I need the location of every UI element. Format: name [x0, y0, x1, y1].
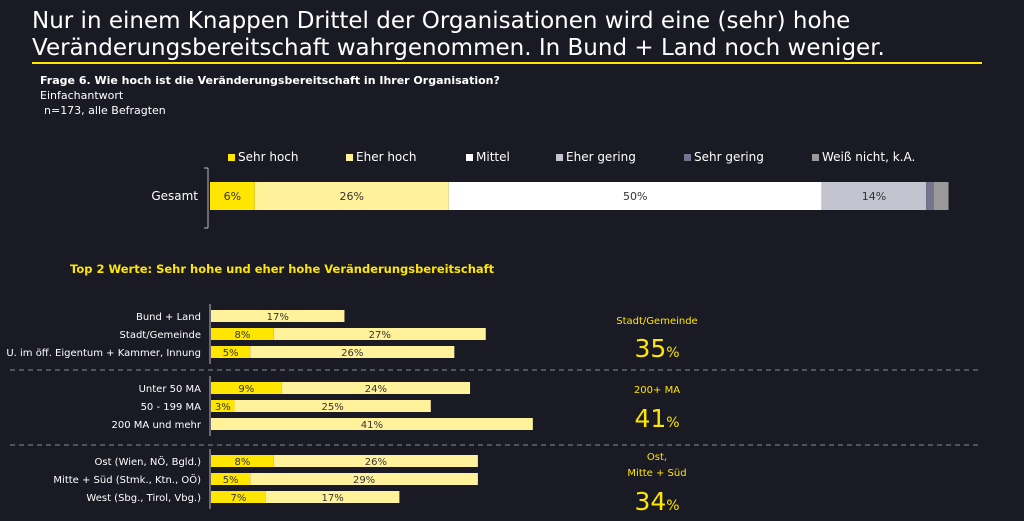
bar-eher-hoch-bund-land	[211, 310, 345, 322]
category-label-stadt-gemeinde: Stadt/Gemeinde	[120, 330, 201, 341]
category-label-west-sbg-tirol-vbg: West (Sbg., Tirol, Vbg.)	[86, 493, 201, 504]
legend-swatch	[228, 153, 235, 161]
category-label-mitte-s-d-stmk-ktn-o: Mitte + Süd (Stmk., Ktn., OÖ)	[53, 473, 201, 486]
data-label-sehr-hoch-u-im-ff-eigentum-kammer-innung: 5%	[223, 348, 239, 359]
slide-title: Nur in einem Knappen Drittel der Organis…	[32, 8, 885, 61]
kpi-value: 34%	[634, 487, 680, 516]
category-label-ost-wien-n-bgld: Ost (Wien, NÖ, Bgld.)	[95, 455, 202, 468]
top2-subheading: Top 2 Werte: Sehr hohe und eher hohe Ver…	[70, 262, 495, 276]
legend-swatch	[684, 153, 691, 161]
legend-label: Eher hoch	[356, 150, 417, 164]
kpi-label: 200+ MA	[633, 385, 681, 396]
data-label-eher-hoch-bund-land: 17%	[267, 312, 289, 323]
bar-segment-eher-gering	[821, 182, 927, 210]
bar-segment-sehr-gering	[926, 182, 934, 210]
legend-swatch	[812, 153, 819, 161]
legend-label: Eher gering	[566, 150, 636, 164]
bar-eher-hoch-stadt-gemeinde	[273, 328, 486, 340]
data-label-sehr-hoch-unter-50-ma: 9%	[238, 384, 254, 395]
kpi-unit: %	[666, 498, 680, 514]
bar-sehr-hoch-unter-50-ma	[211, 382, 282, 394]
kpi-label: Ost, Mitte + Süd	[627, 452, 687, 479]
legend-label: Sehr hoch	[238, 150, 299, 164]
bar-eher-hoch-200-ma-und-mehr	[211, 418, 533, 430]
data-label-eher-hoch-50-199-ma: 25%	[322, 402, 344, 413]
data-label-sehr-hoch: 6%	[224, 190, 241, 203]
legend-item-eher-hoch: Eher hoch	[346, 150, 416, 164]
title-underline	[32, 62, 982, 64]
legend-item-mittel: Mittel	[466, 150, 510, 164]
sample-size: n=173, alle Befragten	[44, 104, 166, 117]
data-label-eher-hoch-u-im-ff-eigentum-kammer-innung: 26%	[341, 348, 363, 359]
bar-sehr-hoch-u-im-ff-eigentum-kammer-innung	[211, 346, 251, 358]
bar-segment-eher-hoch	[254, 182, 449, 210]
legend-label: Weiß nicht, k.A.	[822, 150, 916, 164]
data-label-eher-gering: 14%	[862, 190, 886, 203]
legend-item-eher-gering: Eher gering	[556, 150, 636, 164]
data-label-eher-hoch-200-ma-und-mehr: 41%	[361, 420, 383, 431]
legend-item-wei-nicht-k-a: Weiß nicht, k.A.	[812, 150, 915, 164]
bar-sehr-hoch-stadt-gemeinde	[211, 328, 274, 340]
category-label-bund-land: Bund + Land	[136, 312, 201, 323]
data-label-sehr-hoch-stadt-gemeinde: 8%	[234, 330, 250, 341]
data-label-eher-hoch-stadt-gemeinde: 27%	[369, 330, 391, 341]
data-label-sehr-hoch-ost-wien-n-bgld: 8%	[234, 457, 250, 468]
legend-label: Mittel	[476, 150, 510, 164]
bar-sehr-hoch-west-sbg-tirol-vbg	[211, 491, 266, 503]
question-text: Frage 6. Wie hoch ist die Veränderungsbe…	[40, 74, 500, 87]
legend-swatch	[466, 153, 473, 161]
question-type: Einfachantwort	[40, 89, 124, 102]
legend-swatch	[556, 153, 563, 161]
bar-eher-hoch-mitte-s-d-stmk-ktn-o	[250, 473, 478, 485]
category-label-gesamt: Gesamt	[151, 189, 198, 203]
data-label-eher-hoch-mitte-s-d-stmk-ktn-o: 29%	[353, 475, 375, 486]
bar-eher-hoch-unter-50-ma	[281, 382, 471, 394]
kpi-unit: %	[666, 345, 680, 361]
data-label-eher-hoch-ost-wien-n-bgld: 26%	[365, 457, 387, 468]
bar-eher-hoch-west-sbg-tirol-vbg	[265, 491, 400, 503]
data-label-eher-hoch-unter-50-ma: 24%	[365, 384, 387, 395]
bar-eher-hoch-u-im-ff-eigentum-kammer-innung	[250, 346, 455, 358]
bar-eher-hoch-50-199-ma	[234, 400, 431, 412]
legend-label: Sehr gering	[694, 150, 764, 164]
category-label-u-im-ff-eigentum-kammer-innung: U. im öff. Eigentum + Kammer, Innung	[6, 348, 201, 359]
kpi-unit: %	[666, 415, 680, 431]
bar-segment-sehr-hoch	[210, 182, 255, 210]
bar-sehr-hoch-mitte-s-d-stmk-ktn-o	[211, 473, 251, 485]
category-label-50-199-ma: 50 - 199 MA	[141, 402, 202, 413]
data-label-sehr-hoch-west-sbg-tirol-vbg: 7%	[231, 493, 247, 504]
data-label-eher-hoch-west-sbg-tirol-vbg: 17%	[322, 493, 344, 504]
data-label-sehr-hoch-mitte-s-d-stmk-ktn-o: 5%	[223, 475, 239, 486]
category-label-unter-50-ma: Unter 50 MA	[139, 384, 202, 395]
bar-segment-mittel	[448, 182, 822, 210]
data-label-eher-hoch: 26%	[340, 190, 364, 203]
legend-swatch	[346, 153, 353, 161]
legend-item-sehr-gering: Sehr gering	[684, 150, 764, 164]
kpi-value: 41%	[634, 404, 680, 433]
bar-eher-hoch-ost-wien-n-bgld	[273, 455, 478, 467]
bar-sehr-hoch-ost-wien-n-bgld	[211, 455, 274, 467]
bar-sehr-hoch-50-199-ma	[211, 400, 235, 412]
legend-item-sehr-hoch: Sehr hoch	[228, 150, 299, 164]
bar-segment-wei-nicht-k-a	[933, 182, 949, 210]
category-label-200-ma-und-mehr: 200 MA und mehr	[112, 420, 202, 431]
data-label-sehr-hoch-50-199-ma: 3%	[215, 402, 231, 413]
kpi-label: Stadt/Gemeinde	[616, 316, 698, 327]
kpi-value: 35%	[634, 334, 680, 363]
data-label-mittel: 50%	[623, 190, 647, 203]
